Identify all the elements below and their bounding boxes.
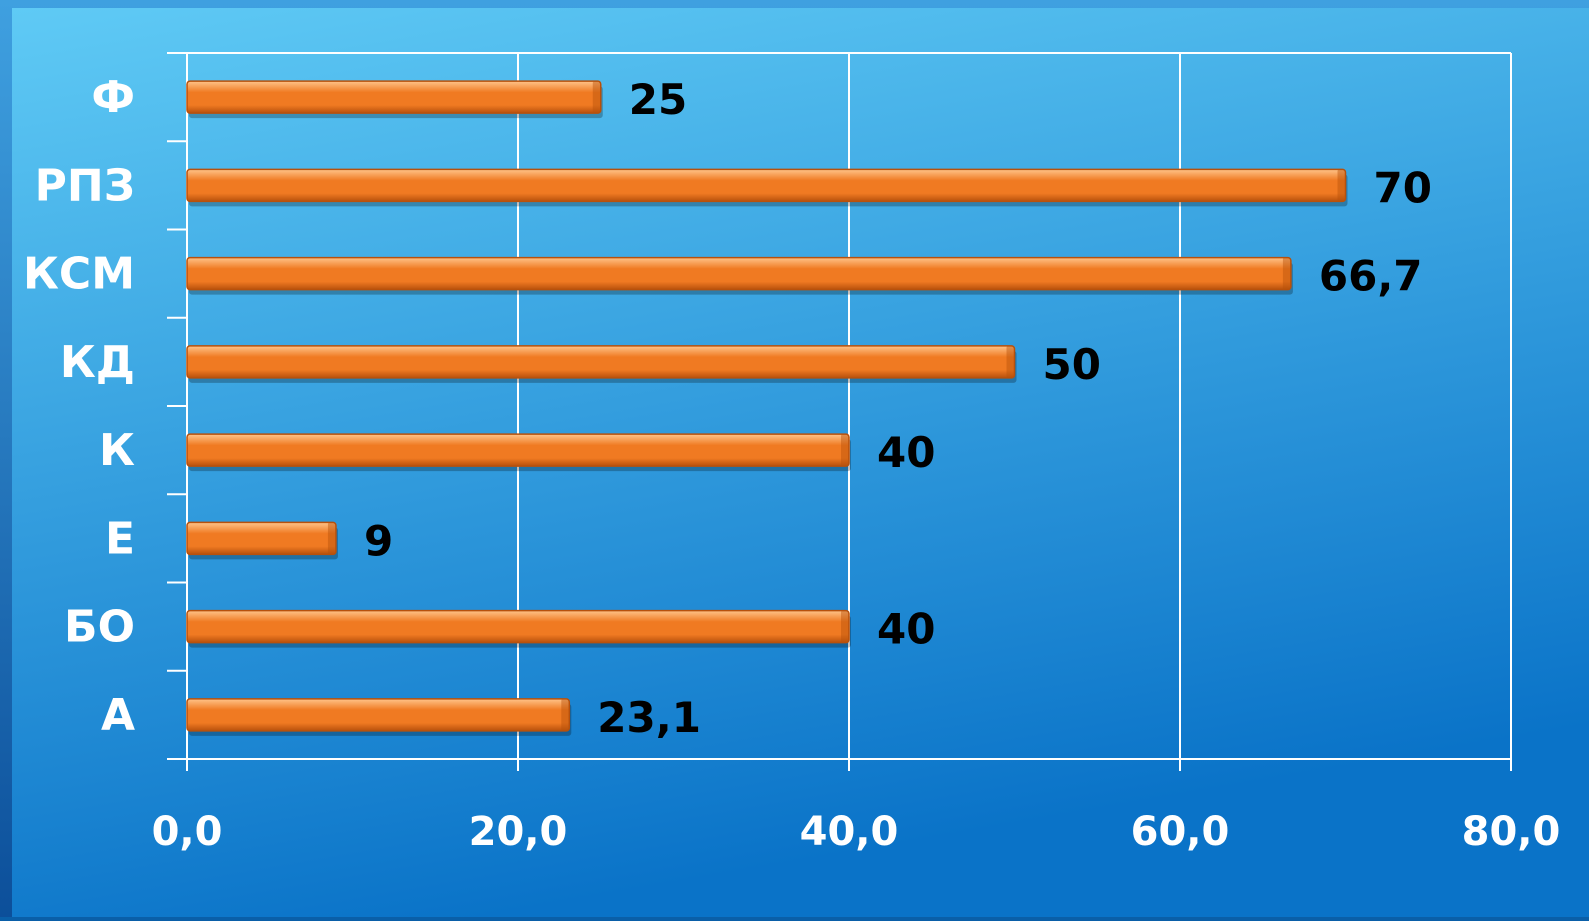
- data-label: 25: [629, 75, 687, 124]
- axes: 0,0 20,0 40,0 60,0 80,0: [152, 52, 1561, 855]
- bar-end-cap: [1337, 169, 1346, 202]
- bar-end-cap: [327, 522, 336, 555]
- bar-end-cap: [1006, 345, 1015, 378]
- category-label: Е: [105, 513, 135, 564]
- category-label: К: [99, 425, 135, 476]
- data-label: 50: [1043, 340, 1101, 389]
- bar-end-cap: [561, 698, 570, 731]
- data-label: 70: [1374, 163, 1432, 212]
- bar: [186, 609, 850, 644]
- labels: Ф 25 РПЗ 70 КСМ 66,7 КД 50 К 40 Е 9 БО 40 А 23,1: [23, 72, 1432, 742]
- x-tick-label: 40,0: [800, 809, 899, 855]
- category-label: Ф: [91, 72, 135, 123]
- x-tick-label: 0,0: [152, 809, 223, 855]
- bar: [186, 433, 850, 467]
- bar: [186, 80, 602, 114]
- category-label: КСМ: [23, 249, 135, 300]
- bar-end-cap: [841, 610, 849, 643]
- data-label: 66,7: [1319, 252, 1423, 301]
- bar: [186, 256, 1292, 291]
- bar: [186, 345, 1016, 379]
- data-label: 9: [364, 516, 393, 565]
- category-label: КД: [60, 337, 135, 388]
- bar: [186, 698, 571, 732]
- data-label: 40: [877, 428, 935, 477]
- data-label: 40: [877, 605, 935, 654]
- category-label: БО: [64, 602, 135, 653]
- category-label: А: [101, 690, 135, 741]
- category-label: РПЗ: [35, 160, 135, 211]
- bar: [186, 521, 337, 556]
- x-tick-label: 60,0: [1131, 809, 1230, 855]
- bar-end-cap: [841, 434, 849, 467]
- bars: [186, 80, 1348, 736]
- x-tick-label: 80,0: [1462, 809, 1561, 855]
- bar-end-cap: [1282, 257, 1291, 290]
- bar: [186, 168, 1347, 203]
- x-tick-label: 20,0: [469, 809, 568, 855]
- data-label: 23,1: [597, 693, 701, 742]
- bar-end-cap: [592, 81, 601, 114]
